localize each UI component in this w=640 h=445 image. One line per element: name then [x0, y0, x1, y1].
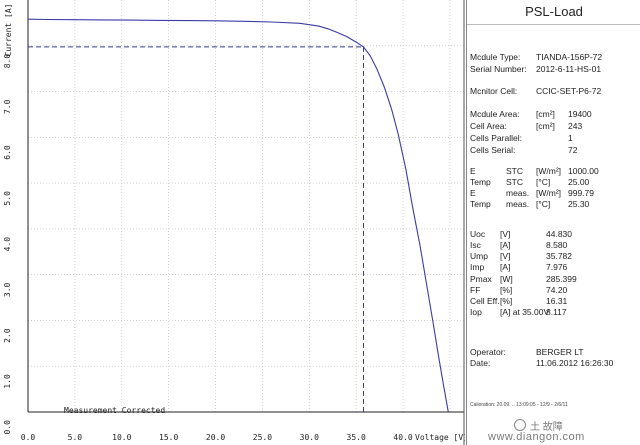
e-stc-label: E: [470, 166, 476, 176]
cell-area-value: 243: [568, 121, 583, 131]
ump-unit: [V]: [500, 251, 511, 261]
date-label: Date:: [470, 358, 491, 368]
x-tick-label: 0.0: [21, 433, 36, 442]
x-tick-label: 15.0: [159, 433, 178, 442]
watermark-brand: 土 故障: [530, 422, 563, 433]
monitor-label: Mcnitor Cell:: [470, 86, 518, 96]
module-area-label: Mcdule Area:: [470, 109, 520, 119]
y-tick-label: 8.0: [3, 54, 12, 69]
imp-label: Imp: [470, 262, 485, 272]
imp-unit: [A]: [500, 262, 511, 272]
cells-parallel-value: 1: [568, 133, 573, 143]
e-meas-kind: meas.: [506, 188, 530, 198]
cells-serial-label: Cells Serial:: [470, 145, 516, 155]
watermark-site: www.diangon.com: [488, 431, 585, 443]
iv-curve-line: [27, 18, 449, 413]
iop-value: 8.117: [546, 307, 567, 317]
pmax-value: 285.399: [546, 274, 577, 284]
brand-logo-icon: [514, 419, 526, 431]
temp-meas-kind: meas.: [506, 199, 530, 209]
y-tick-label: 2.0: [3, 328, 12, 343]
temp-stc-kind: STC: [506, 177, 523, 187]
isc-label: Isc: [470, 240, 481, 250]
y-tick-label: 5.0: [3, 191, 12, 206]
x-tick-label: 10.0: [112, 433, 131, 442]
temp-meas-value: 25.30: [568, 199, 590, 209]
y-tick-label: 1.0: [3, 374, 12, 389]
temp-meas-unit: [°C]: [536, 199, 551, 209]
panel-title: PSL-Load: [467, 0, 640, 25]
e-meas-unit: [W/m²]: [536, 188, 562, 198]
temp-meas-label: Temp: [470, 199, 491, 209]
e-stc-value: 1000.00: [568, 166, 599, 176]
x-tick-label: 35.0: [347, 433, 366, 442]
temp-stc-label: Temp: [470, 177, 491, 187]
uoc-unit: [V]: [500, 229, 511, 239]
e-stc-unit: [W/m²]: [536, 166, 562, 176]
x-tick-label: 25.0: [253, 433, 272, 442]
plot-background: [0, 0, 465, 445]
module-area-unit: [cm²]: [536, 109, 555, 119]
cell-area-unit: [cm²]: [536, 121, 555, 131]
measurement-info-panel: PSL-Load Mcdule Type: TIANDA-156P-72 Ser…: [466, 0, 640, 445]
module-type-value: TIANDA-156P-72: [536, 52, 603, 62]
iv-curve-chart: 8.0 7.0 6.0 5.0 4.0 3.0 2.0 1.0 0.0 0.0 5.0 10.0 15…: [0, 0, 465, 445]
x-tick-label: 30.0: [300, 433, 319, 442]
operator-value: BERGER LT: [536, 347, 584, 357]
e-meas-value: 999.79: [568, 188, 594, 198]
date-value: 11.06.2012 16:26:30: [536, 358, 614, 368]
serial-value: 2012-6-11-HS-01: [536, 64, 602, 74]
e-meas-label: E: [470, 188, 476, 198]
ump-value: 35.782: [546, 251, 572, 261]
cells-parallel-label: Cells Parallel:: [470, 133, 522, 143]
iop-unit: [A] at 35.00V: [500, 307, 550, 317]
cells-serial-value: 72: [568, 145, 578, 155]
y-tick-label: 4.0: [3, 237, 12, 252]
x-tick-label: 40.0: [393, 433, 412, 442]
uoc-label: Uoc: [470, 229, 486, 239]
imp-value: 7.976: [546, 262, 568, 272]
x-tick-label: 20.0: [206, 433, 225, 442]
module-area-value: 19400: [568, 109, 592, 119]
ff-value: 74.20: [546, 285, 568, 295]
measurement-corrected-annotation: Measurement Corrected: [64, 406, 165, 415]
y-axis-label: Current [A]: [4, 4, 13, 57]
ff-unit: [%]: [500, 285, 513, 295]
pmax-label: Pmax: [470, 274, 492, 284]
y-tick-label: 7.0: [3, 99, 12, 114]
cell-eff-unit: [%]: [500, 296, 513, 306]
isc-value: 8.580: [546, 240, 568, 250]
x-tick-label: 5.0: [68, 433, 83, 442]
watermark: 土 故障 www.diangon.com: [480, 418, 640, 445]
cell-eff-value: 16.31: [546, 296, 568, 306]
ump-label: Ump: [470, 251, 488, 261]
monitor-value: CCIC-SET-P6-72: [536, 86, 602, 96]
uoc-value: 44.830: [546, 229, 572, 239]
temp-stc-unit: [°C]: [536, 177, 551, 187]
y-tick-label: 0.0: [3, 420, 12, 435]
iv-curve-plot: 8.0 7.0 6.0 5.0 4.0 3.0 2.0 1.0 0.0 0.0 5.0 10.0 15…: [0, 0, 465, 445]
serial-label: Serial Number:: [470, 64, 527, 74]
module-type-label: Mcdule Type:: [470, 52, 521, 62]
x-axis-label: Voltage [V]: [415, 433, 465, 442]
y-tick-label: 3.0: [3, 282, 12, 297]
y-tick-label: 6.0: [3, 145, 12, 160]
operator-label: Operator:: [470, 347, 506, 357]
isc-unit: [A]: [500, 240, 511, 250]
calibration-line: Calioration: 20.09. .. 13:09:05 - 12/9 -…: [470, 402, 568, 408]
pmax-unit: [W]: [500, 274, 513, 284]
cell-area-label: Cell Area:: [470, 121, 507, 131]
iop-label: Iop: [470, 307, 482, 317]
cell-eff-label: Cell Eff.: [470, 296, 500, 306]
ff-label: FF: [470, 285, 481, 295]
e-stc-kind: STC: [506, 166, 523, 176]
temp-stc-value: 25.00: [568, 177, 590, 187]
